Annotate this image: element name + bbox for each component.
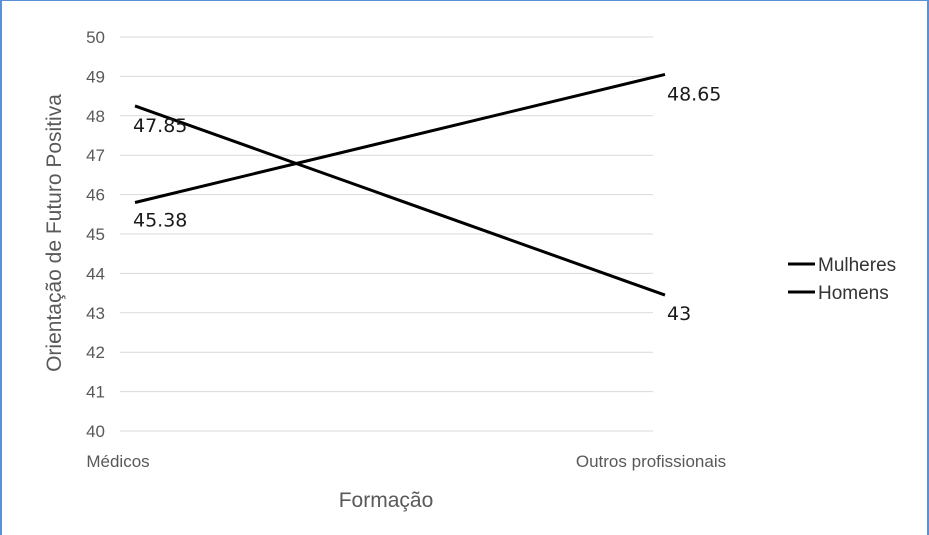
y-tick-label: 41 (86, 383, 105, 402)
legend-label: Mulheres (818, 255, 896, 276)
x-axis-title: Formação (339, 489, 434, 512)
y-tick-label: 40 (86, 422, 105, 441)
y-tick-label: 46 (86, 186, 105, 205)
x-tick-labels: Médicos Outros profissionais (86, 452, 726, 471)
y-tick-labels: 40 41 42 43 44 45 46 47 48 49 50 (86, 28, 105, 441)
y-tick-label: 49 (86, 67, 105, 86)
gridlines (120, 36, 653, 432)
y-tick-label: 42 (86, 343, 105, 362)
data-label: 43 (667, 303, 691, 325)
y-tick-label: 43 (86, 304, 105, 323)
data-label: 48.65 (667, 83, 721, 105)
legend-label: Homens (818, 283, 889, 304)
y-tick-label: 50 (86, 28, 105, 47)
x-tick-label: Médicos (86, 452, 149, 471)
series-line-homens (134, 72, 666, 204)
y-tick-label: 45 (86, 225, 105, 244)
data-labels: 47.85 43 45.38 48.65 (133, 83, 721, 325)
series-line-mulheres (134, 104, 666, 297)
legend-item: Mulheres (788, 255, 896, 276)
y-axis-title: Orientação de Futuro Positiva (43, 94, 66, 372)
y-tick-label: 48 (86, 107, 105, 126)
data-label: 47.85 (133, 115, 187, 137)
legend: Mulheres Homens (788, 255, 896, 304)
y-tick-label: 44 (86, 264, 105, 283)
y-tick-label: 47 (86, 146, 105, 165)
series-lines (134, 72, 666, 297)
legend-item: Homens (788, 283, 889, 304)
data-label: 45.38 (133, 209, 187, 231)
x-tick-label: Outros profissionais (576, 452, 726, 471)
